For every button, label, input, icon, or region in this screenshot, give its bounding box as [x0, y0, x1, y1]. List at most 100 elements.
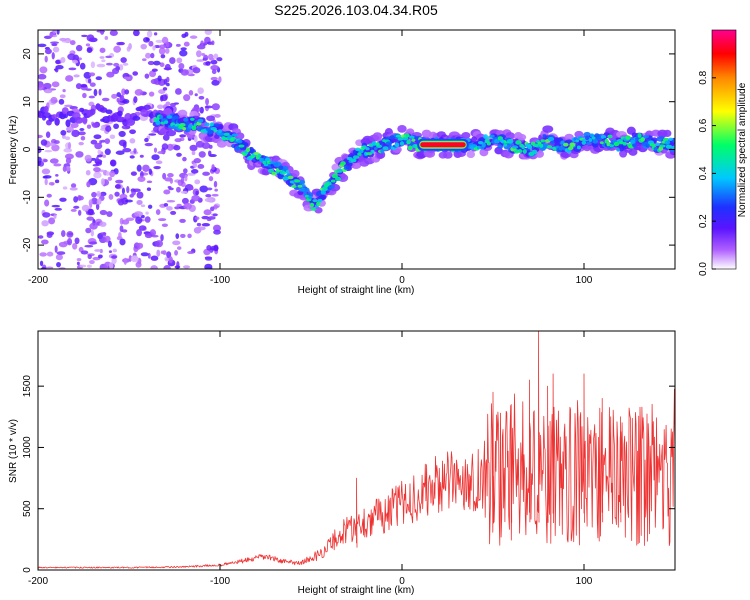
spectrogram-ridge-blob: [625, 135, 631, 140]
spectrogram-noise-blob: [96, 198, 102, 205]
spectrogram-ridge-blob: [409, 135, 415, 139]
spectrogram-ridge-blob: [159, 115, 164, 120]
spectrogram-noise-blob: [188, 90, 194, 96]
spectrogram-ridge-blob: [511, 145, 519, 149]
spec-ytick-label-1: -10: [22, 190, 33, 205]
spectrogram-noise-blob: [114, 184, 121, 189]
spectrogram-noise-blob: [118, 130, 126, 137]
spectrogram-noise-blob: [126, 186, 130, 194]
spectrogram-noise-blob: [158, 218, 167, 222]
spectrogram-noise-blob: [59, 37, 67, 42]
spectrogram-noise-blob: [142, 164, 150, 172]
spectrogram-ridge-blob: [351, 162, 362, 169]
spectrogram-noise-blob: [75, 44, 83, 52]
spectrogram-noise-blob: [107, 176, 113, 181]
spectrogram-noise-blob: [214, 188, 218, 192]
spectrogram-noise-blob: [56, 251, 66, 255]
spectrogram-ridge-blob: [407, 145, 413, 151]
spectrogram-noise-blob: [198, 95, 205, 100]
spectrogram-ridge-blob: [328, 184, 335, 189]
spectrogram-noise-blob: [212, 224, 222, 232]
spectrogram-noise-blob: [174, 138, 182, 143]
spectrogram-noise-blob: [98, 88, 102, 96]
spectrogram-noise-blob: [109, 170, 116, 178]
spectrogram-noise-blob: [134, 211, 144, 217]
spectrogram-ridge-blob: [471, 136, 477, 143]
spectrogram-noise-blob: [183, 94, 191, 102]
spectrogram-noise-blob: [191, 150, 196, 156]
spectrogram-ridge-blob: [287, 175, 294, 180]
snr-xtick-label-1: -100: [210, 576, 230, 587]
spectrogram-ridge-blob: [581, 140, 587, 145]
spectrogram-noise-blob: [178, 62, 185, 70]
spectrogram-noise-blob: [162, 134, 170, 141]
spectrogram-noise-blob: [180, 176, 185, 184]
spectrogram-ridge-blob: [366, 152, 373, 156]
spectrogram-noise-blob: [104, 235, 111, 243]
spectrogram-noise-blob: [116, 92, 121, 98]
spectrogram-noise-blob: [160, 250, 165, 255]
spectrogram-ridge-blob: [268, 168, 274, 173]
spectrogram-ridge-blob: [535, 150, 544, 158]
spectrogram-ridge-blob: [317, 198, 323, 203]
spectrogram-band-blob: [99, 107, 108, 113]
spectrogram-noise-blob: [166, 143, 174, 151]
spectrogram-noise-blob: [180, 190, 188, 194]
spectrogram-noise-blob: [139, 154, 144, 158]
spectrogram-noise-blob: [201, 142, 211, 149]
spectrogram-ridge-blob: [583, 131, 591, 138]
spectrogram-noise-blob: [48, 181, 55, 186]
spectrogram-noise-blob: [54, 67, 59, 73]
spectrogram-noise-blob: [54, 207, 62, 211]
spectrogram-noise-blob: [208, 176, 214, 182]
spectrogram-noise-blob: [204, 105, 214, 109]
colorbar-tick-label-0: 0.0: [698, 262, 709, 276]
spectrogram-noise-blob: [79, 128, 85, 131]
spectrogram-noise-blob: [82, 92, 87, 99]
spectrogram-ridge-blob: [643, 134, 650, 139]
spectrogram-noise-blob: [211, 79, 220, 86]
spectrogram-noise-blob: [104, 35, 109, 40]
spectrogram-ridge-blob: [179, 122, 186, 127]
spectrogram-noise-blob: [176, 152, 182, 157]
spectrogram-noise-blob: [95, 161, 102, 166]
spectrogram-noise-blob: [53, 214, 57, 219]
spectrogram-ridge-blob: [411, 138, 416, 142]
spectrogram-noise-blob: [88, 72, 96, 77]
spectrogram-noise-blob: [46, 232, 53, 238]
spectrogram-noise-blob: [145, 37, 150, 41]
spectrogram-noise-blob: [101, 139, 106, 143]
spectrogram-ridge-blob: [263, 163, 269, 167]
spectrogram-noise-blob: [211, 193, 219, 197]
spectrogram-ridge-blob: [361, 145, 367, 150]
spectrogram-noise-blob: [56, 262, 61, 268]
spectrogram-noise-blob: [116, 42, 122, 46]
spectrogram-ridge-blob: [278, 165, 284, 171]
spectrogram-noise-blob: [102, 154, 107, 158]
spectrogram-band-blob: [65, 119, 71, 128]
spectrogram-ridge-blob: [527, 144, 533, 150]
spectrogram-noise-blob: [111, 255, 118, 259]
spectrogram-noise-blob: [144, 73, 150, 79]
snr-xtick-label-3: 100: [576, 576, 593, 587]
spectrogram-ridge-blob: [262, 160, 267, 165]
spectrogram-band-blob: [117, 110, 123, 117]
spectrogram-noise-blob: [140, 214, 145, 219]
spectrogram-noise-blob: [142, 58, 147, 62]
spectrogram-ridge-blob: [394, 142, 400, 148]
spectrogram-noise-blob: [166, 251, 172, 259]
spectrogram-ridge-blob: [533, 143, 540, 148]
colorbar-tick-label-2: 0.4: [698, 166, 709, 180]
spectrogram-ridge-blob: [373, 147, 378, 151]
spectrogram-band-blob: [79, 107, 85, 113]
spectrogram-noise-blob: [166, 82, 170, 87]
spectrogram-noise-blob: [39, 66, 48, 74]
spectrogram-noise-blob: [197, 87, 204, 95]
spectrogram-ridge-blob: [253, 151, 260, 155]
spectrogram-noise-blob: [66, 126, 74, 132]
spectrogram-noise-blob: [67, 238, 73, 246]
colorbar-ticks: 0.0 0.2 0.4 0.6 0.8: [698, 70, 716, 276]
spectrogram-ridge-blob: [376, 144, 383, 148]
spectrogram-ridge-blob: [471, 144, 478, 148]
